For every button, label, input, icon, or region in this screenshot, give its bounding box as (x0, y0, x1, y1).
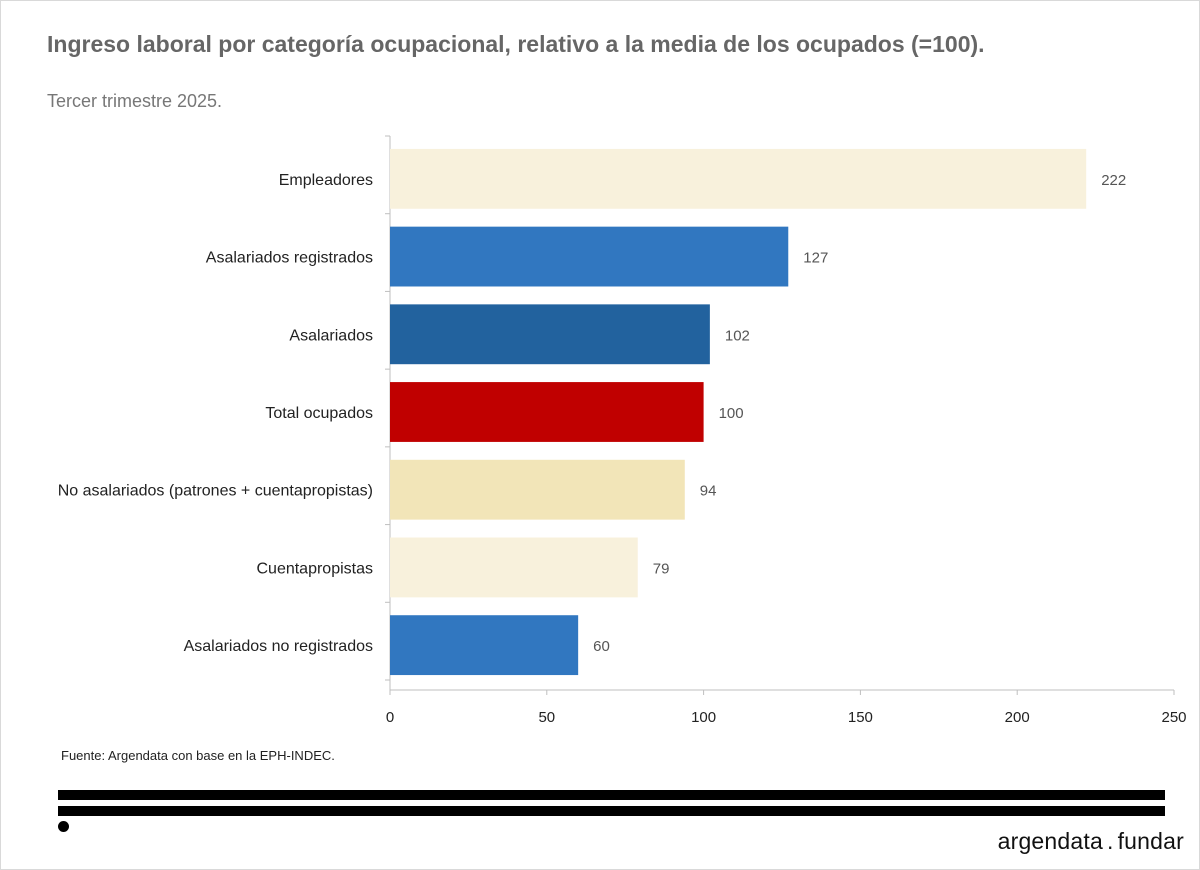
category-label: Cuentapropistas (256, 560, 373, 577)
category-label: Asalariados (289, 327, 373, 344)
bar (390, 537, 638, 598)
chart-subtitle: Tercer trimestre 2025. (47, 91, 223, 111)
bar (390, 226, 789, 287)
value-label: 60 (593, 638, 610, 655)
value-label: 127 (803, 250, 828, 267)
bar (390, 304, 710, 365)
x-tick-label: 100 (691, 709, 716, 726)
category-label: No asalariados (patrones + cuentapropist… (58, 483, 373, 500)
value-label: 100 (719, 405, 744, 422)
x-tick-label: 200 (1005, 709, 1030, 726)
brand-name: argendata (997, 828, 1103, 854)
category-label: Asalariados no registrados (184, 638, 373, 655)
brand-dot (58, 821, 69, 832)
x-tick-label: 250 (1161, 709, 1186, 726)
x-tick-label: 150 (848, 709, 873, 726)
value-label: 102 (725, 327, 750, 344)
bar (390, 382, 704, 442)
brand-logo: argendata. fundar (998, 828, 1184, 855)
brand-stripe-top (58, 790, 1165, 800)
bar (390, 148, 1087, 209)
bar (390, 615, 579, 676)
value-label: 79 (653, 560, 670, 577)
category-label: Empleadores (279, 172, 373, 189)
value-label: 222 (1101, 172, 1126, 189)
source-note: Fuente: Argendata con base en la EPH-IND… (61, 748, 335, 763)
bar (390, 459, 685, 520)
value-label: 94 (700, 483, 717, 500)
x-tick-label: 0 (386, 709, 394, 726)
chart-title: Ingreso laboral por categoría ocupaciona… (47, 31, 985, 57)
category-label: Total ocupados (265, 405, 373, 422)
brand-stripe-bottom (58, 806, 1165, 816)
brand-org: fundar (1117, 828, 1184, 854)
brand-separator: . (1106, 828, 1114, 854)
x-tick-label: 50 (538, 709, 555, 726)
bar-chart: 0 50 100 150 200 250 Empleadores 222 Asalariados… (58, 135, 1187, 726)
category-label: Asalariados registrados (206, 250, 373, 267)
